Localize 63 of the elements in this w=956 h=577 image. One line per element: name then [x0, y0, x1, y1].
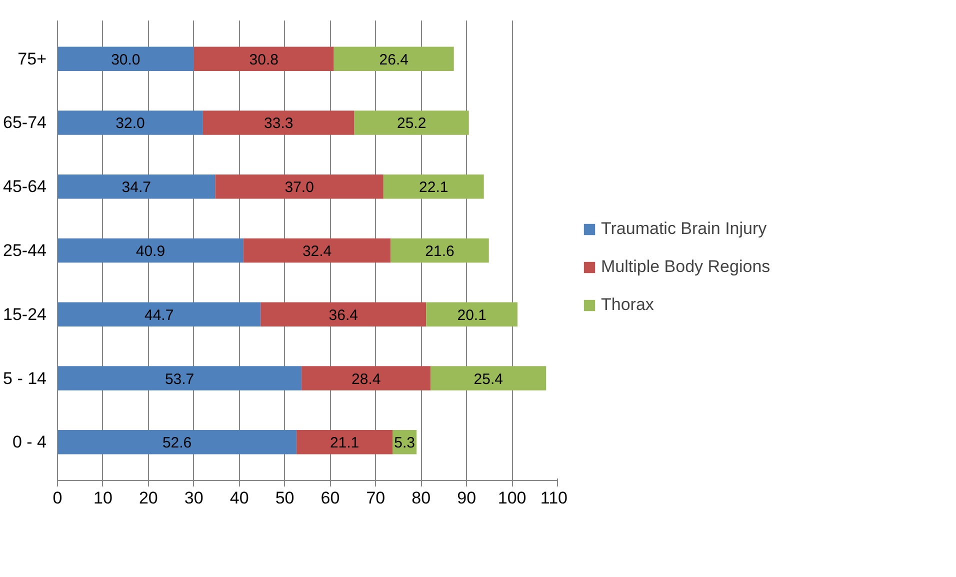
data-label: 21.1: [330, 434, 360, 452]
y-tick-label: 25-44: [3, 241, 47, 260]
bar: [58, 430, 297, 454]
bar: [58, 366, 302, 390]
x-tick-label: 80: [412, 488, 431, 508]
bar: [202, 110, 354, 135]
data-label: 5.3: [394, 434, 415, 452]
x-tick-label: 0: [52, 488, 62, 508]
x-tick-label: 110: [540, 488, 568, 508]
bar: [58, 238, 244, 263]
bar: [334, 46, 454, 71]
data-label: 44.7: [144, 306, 174, 324]
legend-label: Multiple Body Regions: [601, 257, 770, 277]
bar: [194, 46, 334, 71]
x-tick-label: 50: [275, 488, 294, 508]
bar: [354, 110, 469, 135]
data-label: 52.6: [162, 434, 192, 452]
data-label: 53.7: [164, 370, 194, 388]
x-tick-label: 100: [498, 488, 526, 508]
data-label: 40.9: [136, 243, 166, 260]
y-tick-label: 65-74: [3, 113, 47, 132]
data-label: 25.2: [396, 115, 426, 132]
bar: [243, 238, 391, 263]
bar: [383, 174, 484, 199]
bar: [302, 366, 431, 390]
bar: [430, 366, 546, 390]
data-label: 26.4: [379, 51, 408, 68]
y-tick-label: 75+: [18, 49, 47, 68]
y-tick-label: 45-64: [3, 177, 47, 196]
bar: [426, 302, 518, 327]
legend-label: Thorax: [601, 295, 654, 315]
x-tick-label: 30: [184, 488, 204, 508]
x-tick-label: 10: [94, 488, 112, 508]
legend-label: Traumatic Brain Injury: [601, 219, 767, 239]
data-label: 36.4: [328, 306, 358, 324]
data-label: 30.0: [111, 51, 140, 68]
data-label: 33.3: [264, 115, 294, 132]
data-label: 37.0: [284, 179, 314, 196]
data-label: 30.8: [249, 51, 278, 68]
x-tick-label: 20: [138, 488, 158, 508]
bar: [58, 46, 194, 71]
y-tick-label: 5 - 14: [3, 368, 47, 388]
data-label: 25.4: [474, 370, 504, 388]
data-label: 21.6: [425, 243, 454, 260]
data-label: 20.1: [457, 306, 486, 324]
bar: [260, 302, 426, 327]
bar: [215, 174, 384, 199]
bar: [58, 110, 203, 135]
bar: [296, 430, 392, 454]
data-label: 32.0: [116, 115, 145, 132]
bar: [390, 238, 489, 263]
data-label: 22.1: [419, 179, 448, 196]
data-label: 34.7: [122, 179, 151, 196]
x-tick-label: 40: [230, 488, 249, 508]
data-label: 32.4: [302, 243, 332, 260]
bar: [58, 302, 261, 327]
y-tick-label: 0 - 4: [12, 432, 47, 452]
bar: [58, 174, 216, 199]
x-tick-label: 70: [366, 488, 386, 508]
x-tick-label: 60: [320, 488, 340, 508]
x-tick-label: 90: [457, 488, 476, 508]
y-tick-label: 15-24: [3, 304, 47, 324]
data-label: 28.4: [352, 370, 381, 388]
